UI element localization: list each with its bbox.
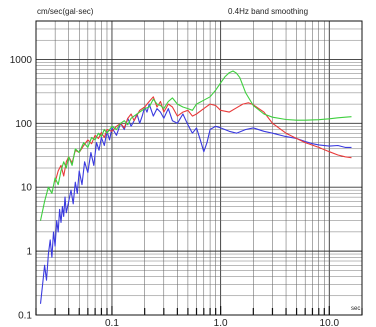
grid-lines (35, 20, 363, 316)
y-axis-label: cm/sec(gal·sec) (37, 7, 94, 16)
y-tick-label: 100 (15, 119, 32, 130)
series-line-1 (39, 103, 352, 304)
x-tick-label: 0.1 (105, 318, 119, 327)
y-tick-label: 1000 (10, 55, 33, 66)
series-line-3 (39, 70, 352, 221)
y-tick-label: 10 (21, 183, 33, 194)
x-unit-label: sec (351, 306, 360, 312)
y-tick-label: 0.1 (18, 311, 32, 322)
tick-labels: 1000 100 10 1 0.1 0.1 1.0 10.0 (10, 55, 340, 327)
plot-frame (35, 20, 363, 316)
x-minor-ticks (35, 306, 363, 315)
series-lines (39, 70, 352, 304)
annotation-text: 0.4Hz band smoothing (228, 7, 308, 16)
x-tick-label: 1.0 (214, 318, 228, 327)
y-tick-label: 1 (26, 247, 32, 258)
x-tick-label: 10.0 (320, 318, 340, 327)
